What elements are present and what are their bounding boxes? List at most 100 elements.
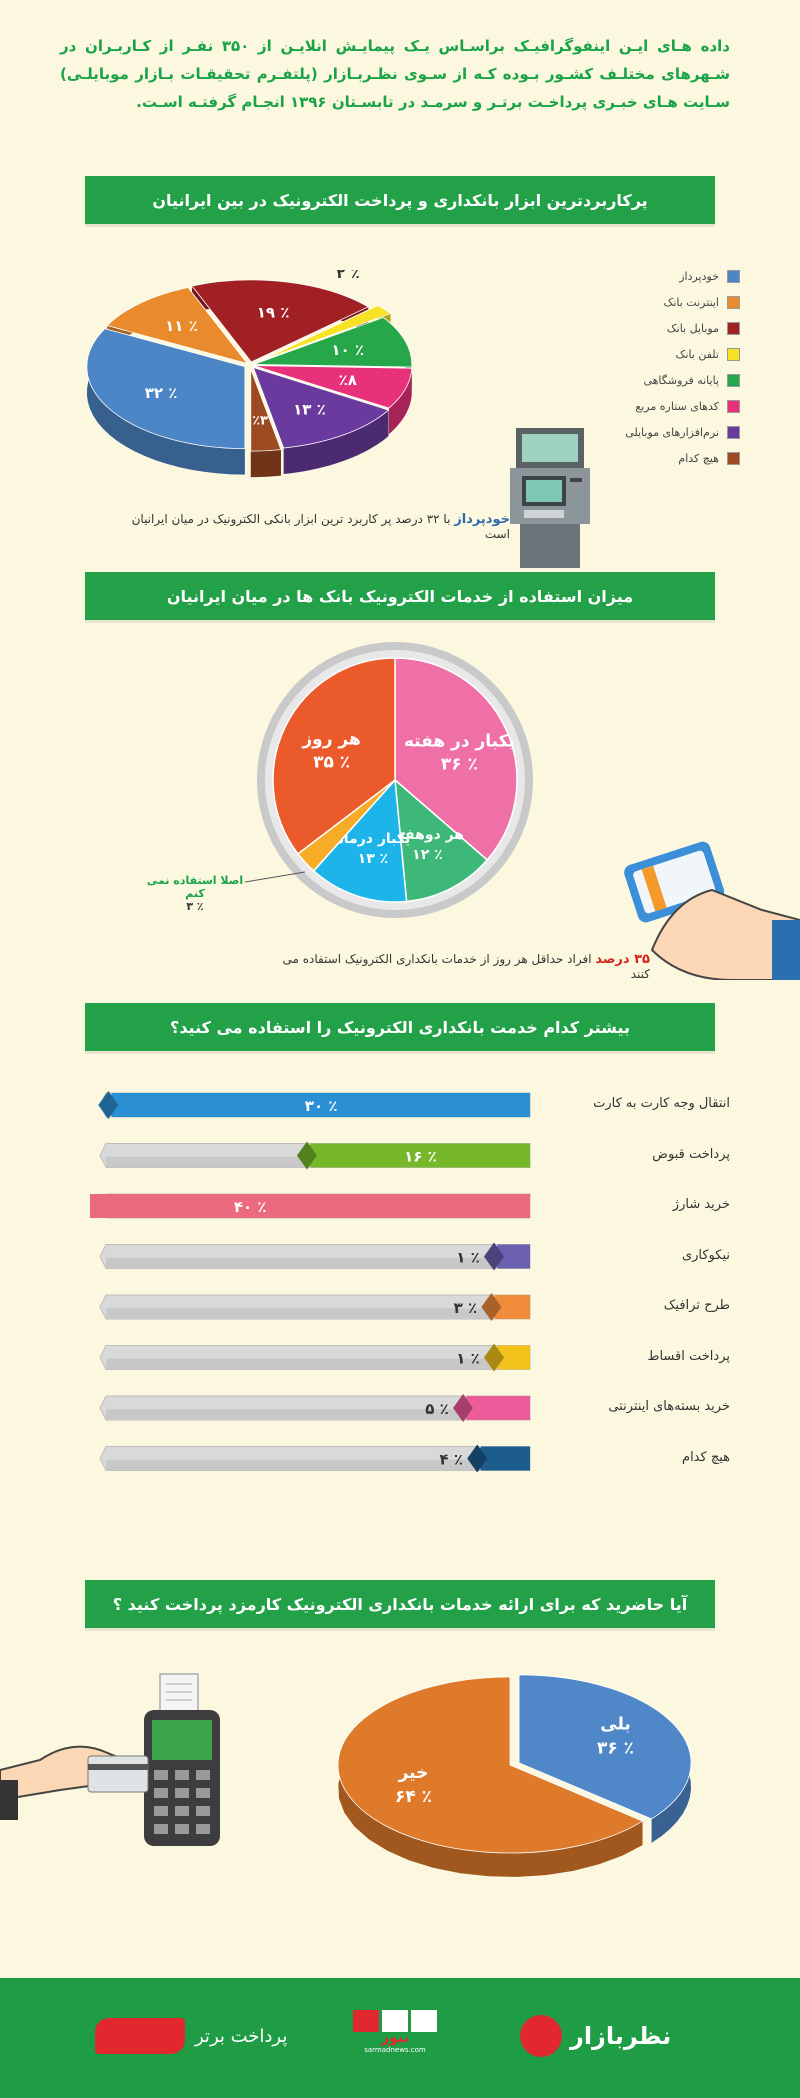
legend-swatch — [727, 373, 740, 387]
atm-icon — [510, 428, 590, 568]
pie-label-value: ٪۳ — [252, 414, 268, 429]
pie-label-value: ٪ ۱۰ — [331, 341, 364, 359]
pie-slice — [253, 365, 413, 409]
legend-item: نرم‌افزارهای موبایلی — [620, 419, 740, 445]
pie-slice-side — [338, 1677, 643, 1877]
pardakht-mark-icon — [95, 2018, 185, 2054]
pie-slice — [394, 657, 518, 861]
bar-track-shade — [106, 1459, 530, 1471]
legend-label: خودپرداز — [679, 269, 719, 283]
pie-label-value: ٪ ۳۶ — [441, 755, 478, 775]
logo-sarmad-text: نیوز — [381, 2030, 409, 2046]
pie-label-value: ٪۸ — [339, 371, 357, 389]
legend-swatch — [727, 321, 740, 335]
callout-line — [244, 871, 306, 883]
bar-value-label: ٪ ۱ — [456, 1350, 480, 1368]
legend-item: موبایل بانک — [620, 315, 740, 341]
pie-slice-side — [250, 449, 281, 478]
nazarbazar-mark-icon — [520, 2015, 562, 2057]
hand-card-icon — [624, 841, 800, 980]
pie-label-value: ٪ ۱۹ — [257, 303, 290, 321]
section1-title: پرکاربردترین ابزار بانکداری و پرداخت الک… — [85, 176, 715, 224]
legend-swatch — [727, 451, 740, 465]
pie-label-value: ٪ ۲ — [336, 270, 360, 282]
bar — [487, 1295, 530, 1319]
pie-slice — [272, 657, 396, 855]
pie-slice — [253, 317, 413, 368]
logo-pardakht-text: پرداخت برتر — [195, 2025, 288, 2047]
legend-label: هیچ کدام — [678, 451, 719, 465]
usage-note-bold: ۳۵ درصد — [595, 952, 650, 967]
pos-terminal-icon — [0, 1673, 220, 1846]
pie-slice — [260, 304, 392, 361]
bar-value-label: ٪ ۴۰ — [234, 1198, 267, 1216]
logo-pardakht-bartar: پرداخت برتر — [95, 2018, 287, 2054]
callout-label: اصلا استفاده نمی کنم — [146, 874, 244, 900]
legend-label: کدهای ستاره مربع — [635, 399, 719, 413]
bar-track-shade — [106, 1257, 530, 1269]
pie-slice — [250, 368, 282, 452]
bar-category-label: طرح ترافیک — [663, 1298, 730, 1313]
pie-label-value: ٪ ۱۱ — [165, 317, 198, 335]
pie-label-value: ٪ ۱۲ — [412, 847, 443, 863]
pie-slice — [394, 778, 489, 903]
bar-category-label: پرداخت اقساط — [647, 1348, 730, 1364]
pie-label-name: خیر — [398, 1763, 429, 1783]
pie-label-name: هر روز — [301, 730, 360, 750]
section2-title: میزان استفاده از خدمات الکترونیک بانک ها… — [85, 572, 715, 620]
bar-track-shade — [106, 1308, 530, 1319]
legend-label: موبایل بانک — [666, 321, 719, 335]
bar — [90, 1194, 530, 1218]
legend-item: اینترنت بانک — [620, 289, 740, 315]
logo-sarmad: نیوز sarmadnews.com — [330, 2010, 460, 2054]
pie-label-name: هر دوهفته — [391, 827, 464, 843]
pie-chart-fee: بلی ٪ ۳۶ خیر ٪ ۶۴ — [337, 1674, 692, 1877]
bar — [459, 1396, 530, 1420]
pie-slice-side — [388, 368, 412, 435]
bar-chart-labels: انتقال وجه کارت به کارت پرداخت قبوض خرید ش… — [560, 1085, 730, 1485]
bar-tip — [481, 1293, 502, 1321]
pie-label-name: یکبار در هفته — [404, 732, 515, 752]
tools-note-text: با ۳۲ درصد پر کاربرد ترین ابزار بانکی ال… — [131, 512, 510, 541]
bar-value-label: ٪ ۱۶ — [404, 1148, 437, 1166]
tools-note: خودپرداز با ۳۲ درصد پر کاربرد ترین ابزار… — [120, 512, 510, 541]
bar-category-label: پرداخت قبوض — [652, 1146, 730, 1162]
bar-track-shade — [106, 1358, 530, 1370]
bar-value-label: ٪ ۴ — [439, 1451, 463, 1469]
tools-legend: خودپرداز اینترنت بانک موبایل بانک تلفن بانک… — [620, 263, 740, 471]
bar-category-label: انتقال وجه کارت به کارت — [593, 1096, 730, 1111]
bar — [104, 1093, 531, 1117]
pie-label-name: یکبار درماه — [336, 831, 411, 847]
legend-swatch — [727, 347, 740, 361]
bar-tip — [484, 1242, 504, 1271]
pie-slice — [252, 366, 390, 449]
bar-tip — [296, 1141, 317, 1170]
bar-tip — [467, 1444, 488, 1473]
pie-slice-side — [283, 410, 389, 475]
bar-tip — [453, 1394, 474, 1422]
callout-value: ٪ ۳ — [186, 900, 204, 913]
logo-nazarbazar: نظربازار — [520, 2015, 671, 2057]
bar-category-label: خرید شارژ — [672, 1197, 730, 1212]
bar-chart-services: ٪ ۳۰ ٪ ۱۶ ٪ ۴۰ ٪ ۱ ٪ ۳ ٪ ۱ ٪ ۵ ٪ ۴ — [90, 1091, 531, 1473]
pie-label-value: ٪ ۱۳ — [358, 851, 389, 867]
bar — [302, 1143, 530, 1168]
usage-note: ۳۵ درصد افراد حداقل هر روز از خدمات بانک… — [270, 952, 650, 981]
pie-label-value: ٪ ۳۶ — [597, 1739, 634, 1759]
pie-slice — [106, 287, 249, 365]
tools-note-bold: خودپرداز — [454, 512, 510, 527]
bar-category-label: هیچ کدام — [682, 1449, 730, 1465]
legend-item: تلفن بانک — [620, 341, 740, 367]
intro-text: داده هـای ایـن اینفوگرافیـک براسـاس یـک … — [60, 37, 730, 111]
bar-tip — [484, 1343, 504, 1372]
legend-label: نرم‌افزارهای موبایلی — [625, 425, 719, 439]
legend-label: تلفن بانک — [675, 347, 719, 361]
legend-item: خودپرداز — [620, 263, 740, 289]
bar-value-label: ٪ ۱ — [456, 1249, 480, 1267]
pie-label-value: ٪ ۱۳ — [293, 400, 326, 418]
legend-item: پایانه فروشگاهی — [620, 367, 740, 393]
logo-sarmad-sub: sarmadnews.com — [364, 2046, 426, 2054]
section4-title: آیا حاضرید که برای ارائه خدمات بانکداری … — [85, 1580, 715, 1628]
logo-nazarbazar-text: نظربازار — [570, 2022, 672, 2050]
